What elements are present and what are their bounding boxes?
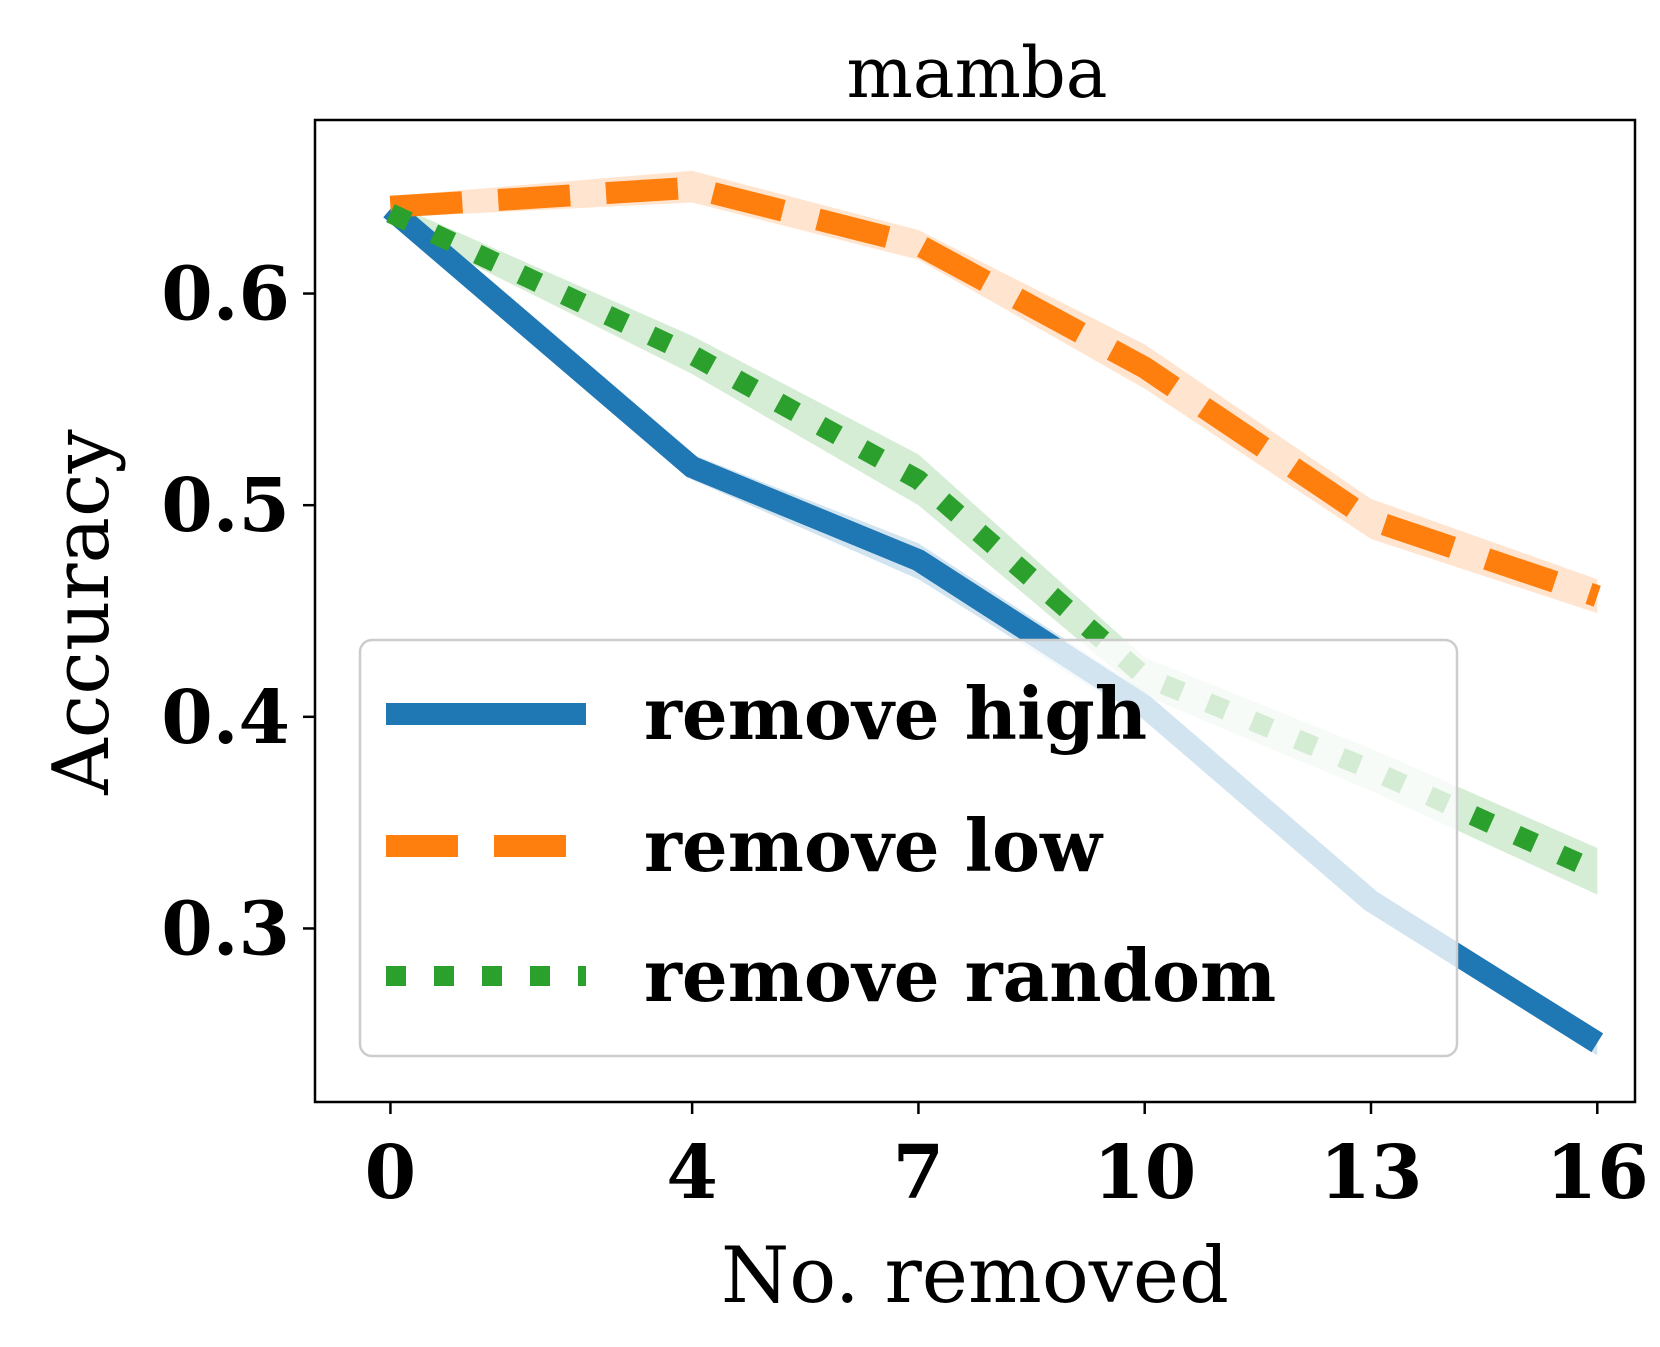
y-axis-label: Accuracy [37,429,127,795]
x-tick-label: 13 [1320,1130,1423,1216]
plot-frame [313,118,1637,1104]
x-tick-label: 7 [893,1130,945,1216]
y-tick-label: 0.6 [161,252,290,338]
remove-high-legend-label: remove high [644,671,1147,756]
legend-box [358,638,1459,1058]
x-axis-label: No. removed [721,1231,1229,1321]
x-tick-label: 16 [1546,1130,1649,1216]
x-tick-label: 0 [365,1130,417,1216]
chart-title: mamba [846,32,1107,114]
x-tick-label: 4 [666,1130,718,1216]
legend: remove high remove low remove random [358,638,1459,1058]
y-tick-label: 0.3 [161,886,290,972]
y-tick-label: 0.4 [161,675,290,761]
y-axis-ticks: 0.3 0.4 0.5 0.6 [161,252,315,972]
y-tick-label: 0.5 [161,463,290,549]
remove-low-legend-label: remove low [644,803,1104,888]
remove-random-legend-label: remove random [644,933,1276,1018]
x-tick-label: 10 [1093,1130,1196,1216]
remove-low-band [390,170,1598,614]
remove-low-line [389,176,1601,607]
x-axis-ticks: 0 4 7 10 13 16 [365,1102,1649,1216]
